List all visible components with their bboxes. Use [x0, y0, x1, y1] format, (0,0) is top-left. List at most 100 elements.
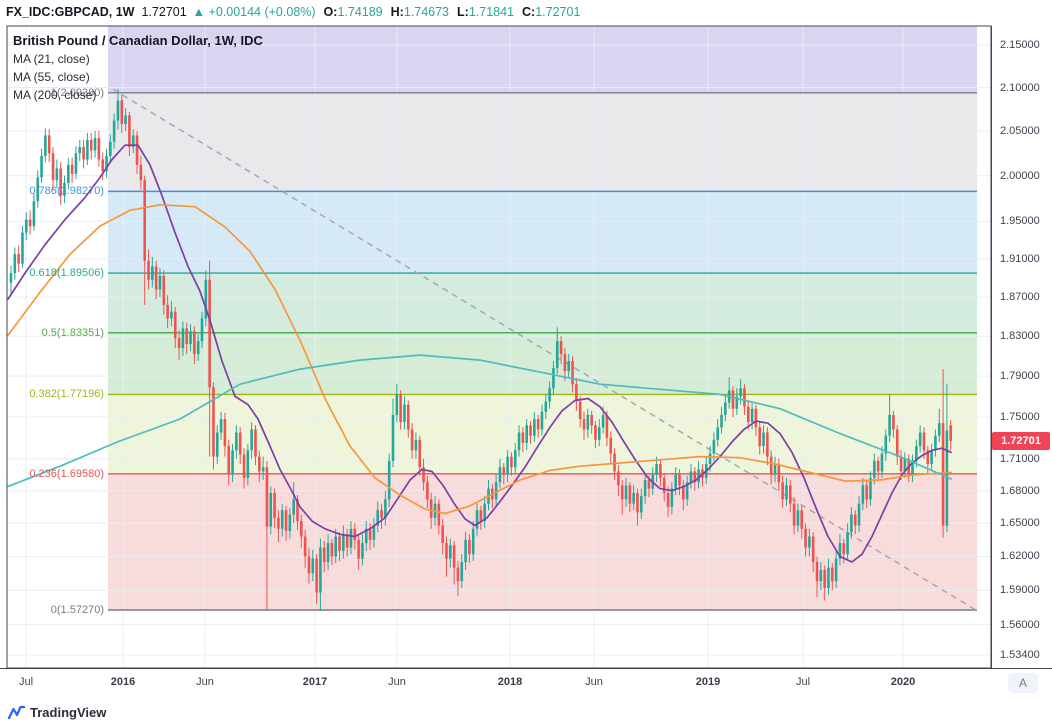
- candle-body: [445, 543, 448, 559]
- candle-body: [223, 419, 227, 447]
- candle-body: [494, 482, 498, 500]
- candle-body: [334, 536, 337, 557]
- candle-body: [139, 164, 143, 181]
- fib-label-0.5: 0.5(1.83351): [41, 326, 104, 339]
- candle-body: [277, 517, 280, 529]
- candle-body: [380, 510, 383, 518]
- candle-body: [655, 464, 658, 475]
- candle-body: [338, 536, 341, 551]
- candle-body: [533, 419, 536, 436]
- candle-body: [78, 146, 82, 154]
- candle-body: [922, 432, 926, 451]
- candle-body: [498, 467, 502, 483]
- candle-body: [406, 404, 410, 430]
- candle-body: [86, 139, 89, 160]
- candle-body: [731, 390, 735, 409]
- fib-band: [108, 191, 977, 274]
- price-tick-label: 1.79000: [1000, 370, 1040, 383]
- candle-body: [850, 514, 853, 533]
- candle-body: [678, 474, 681, 486]
- candle-body: [620, 485, 624, 500]
- candle-body: [70, 164, 74, 174]
- candle-body: [460, 562, 464, 582]
- candle-body: [540, 411, 544, 430]
- candle-body: [227, 446, 231, 475]
- candle-body: [158, 275, 162, 290]
- candle-body: [662, 477, 666, 493]
- candle-body: [372, 525, 376, 540]
- symbol-title[interactable]: FX_IDC:GBPCAD, 1W: [6, 5, 135, 19]
- price-tick-label: 1.87000: [1000, 291, 1040, 304]
- auto-scale-button[interactable]: A: [1008, 673, 1038, 693]
- candle-body: [441, 525, 444, 544]
- time-scale[interactable]: Jul 2016 Jun 2017 Jun 2018 Jun 2019 Jul 2020: [0, 668, 1052, 699]
- candle-body: [575, 384, 578, 402]
- candle-body: [640, 496, 643, 513]
- price-tick-label: 1.56000: [1000, 618, 1040, 631]
- fib-band: [108, 26, 977, 93]
- candle-body: [353, 528, 357, 540]
- price-tick-label: 1.53400: [1000, 649, 1040, 662]
- candle-body: [452, 545, 456, 568]
- candle-body: [32, 201, 36, 227]
- candle-body: [563, 354, 567, 372]
- candle-body: [189, 331, 192, 345]
- candle-body: [97, 138, 101, 160]
- candle-body: [193, 331, 196, 355]
- candle-body: [666, 492, 670, 507]
- candle-body: [720, 414, 723, 428]
- candle-body: [800, 510, 804, 529]
- candle-body: [315, 558, 318, 593]
- fib-label-0: 0(1.57270): [50, 604, 104, 616]
- candle-body: [697, 469, 700, 483]
- candle-body: [788, 485, 792, 504]
- legend-symbol-title[interactable]: British Pound / Canadian Dollar, 1W, IDC: [13, 33, 263, 48]
- candle-body: [895, 429, 899, 457]
- candle-body: [284, 510, 288, 531]
- candle-body: [899, 456, 903, 472]
- candle-body: [246, 450, 250, 478]
- price-scale[interactable]: 2.15000 2.10000 2.05000 2.00000 1.95000 1.910…: [991, 26, 1052, 668]
- legend-ma-200[interactable]: MA (200, close): [13, 88, 97, 102]
- candle-body: [834, 558, 838, 582]
- candle-body: [861, 485, 865, 504]
- fib-label-0.382: 0.382(1.77196): [29, 388, 104, 401]
- candle-body: [724, 402, 727, 415]
- candle-body: [319, 547, 322, 593]
- ma-line-2: [7, 203, 952, 515]
- candle-body: [357, 539, 360, 559]
- candle-body: [307, 556, 311, 574]
- candle-body: [601, 414, 605, 428]
- candle-body: [521, 432, 525, 443]
- candle-body: [636, 492, 639, 513]
- candle-body: [628, 485, 632, 504]
- time-tick-label: Jun: [388, 676, 406, 688]
- candle-body: [758, 427, 762, 447]
- candle-body: [426, 482, 429, 500]
- candle-body: [468, 539, 471, 555]
- candle-body: [82, 146, 85, 160]
- candle-body: [842, 543, 846, 555]
- candle-body: [804, 528, 807, 548]
- candle-body: [387, 460, 391, 500]
- candle-body: [815, 562, 819, 582]
- candle-body: [571, 361, 574, 385]
- tradingview-logo[interactable]: TradingView: [8, 703, 106, 721]
- time-tick-label: Jun: [585, 676, 603, 688]
- candle-body: [204, 279, 208, 319]
- candle-body: [437, 503, 441, 526]
- candle-body: [903, 458, 907, 472]
- candle-body: [865, 485, 868, 500]
- candle-body: [552, 368, 555, 389]
- time-tick-label: 2016: [110, 676, 136, 688]
- candle-body: [93, 138, 97, 151]
- candle-body: [827, 567, 830, 588]
- candle-body: [517, 432, 521, 451]
- legend-ma-55[interactable]: MA (55, close): [13, 70, 90, 84]
- candle-body: [597, 427, 601, 440]
- candle-body: [418, 439, 422, 468]
- legend-ma-21[interactable]: MA (21, close): [13, 52, 90, 66]
- candle-body: [479, 510, 483, 522]
- fib-label-1: 1(2.09380): [50, 86, 104, 99]
